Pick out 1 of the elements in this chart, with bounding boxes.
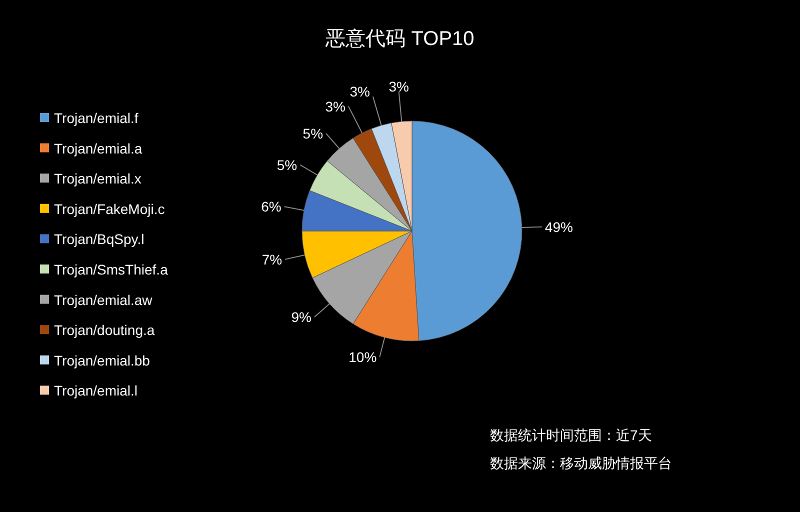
title: 恶意代码 TOP10 xyxy=(326,28,474,50)
